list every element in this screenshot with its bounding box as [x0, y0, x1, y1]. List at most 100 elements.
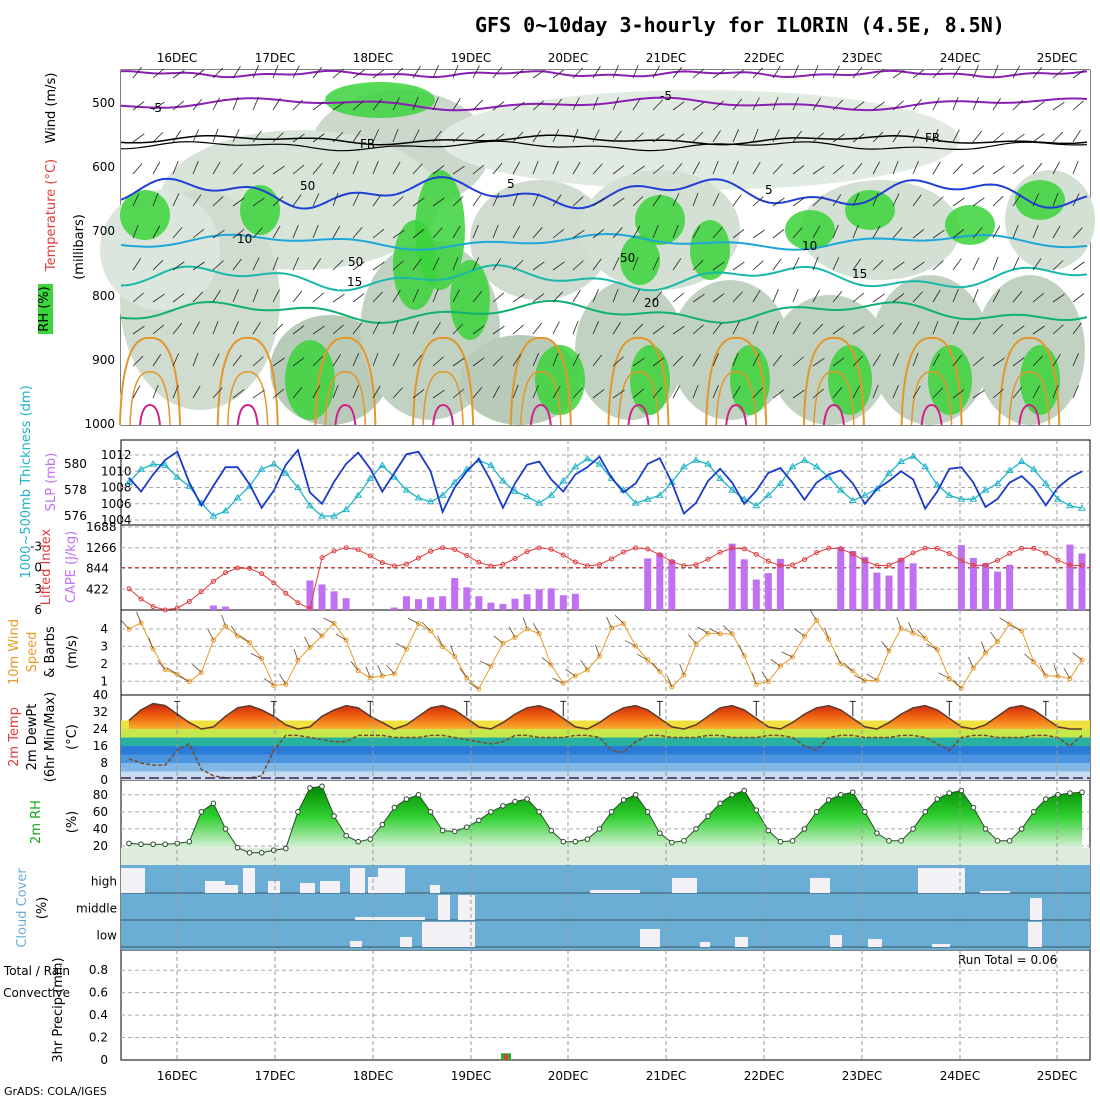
cape-bar: [487, 602, 495, 610]
thickness-point: [342, 505, 351, 513]
wind-barb: [292, 387, 303, 399]
thickness-point: [233, 493, 242, 501]
wind-barb: [372, 129, 380, 143]
day-label-top: 17DEC: [255, 51, 295, 65]
wind-barb: [612, 356, 624, 367]
wind-barb: [712, 100, 724, 111]
wind-barb: [732, 228, 745, 239]
wind-barb: [712, 160, 719, 175]
wind-barb: [692, 225, 701, 239]
wind-barb: [352, 130, 362, 143]
wind-barb-10m: [896, 617, 902, 629]
wind-barb: [892, 227, 903, 239]
precip-panel: 0.8 0.6 0.4 0.2 0: [89, 963, 1090, 1067]
lifted-index-point: [223, 570, 229, 576]
wind-speed-point: [235, 633, 241, 639]
cloud-middle-bar: [1030, 898, 1042, 920]
wind-barb: [492, 66, 503, 79]
temp-band: [121, 737, 1090, 746]
thickness-point: [487, 461, 495, 468]
lifted-index-point: [946, 551, 952, 557]
lifted-index-point: [235, 565, 241, 571]
temp-band: [121, 754, 1090, 763]
cape-bar: [728, 543, 736, 610]
temp-contour-35: [529, 403, 552, 426]
wind-barb: [672, 193, 680, 207]
wind-barb: [1012, 65, 1021, 79]
wind-barb: [912, 385, 921, 399]
thickness-point: [438, 491, 447, 498]
wind-barb: [132, 193, 140, 207]
lifted-index-point: [838, 546, 844, 552]
wind-barb: [572, 97, 580, 111]
temp-contour-30: [910, 371, 953, 426]
wind-barb-10m: [853, 674, 866, 681]
wind-barb: [832, 386, 843, 399]
wind-barb: [672, 163, 683, 175]
wind-barb: [872, 161, 881, 175]
wind-barb: [652, 99, 664, 111]
rh-point: [849, 789, 856, 796]
wind-barb: [372, 291, 383, 303]
cape-bar: [415, 599, 423, 610]
pressure-tick: 700: [92, 224, 115, 238]
cape-bar: [342, 598, 350, 610]
wind-barb: [1012, 291, 1023, 303]
rh-point: [355, 838, 362, 845]
rh-point: [970, 804, 977, 811]
wind-barb-10m: [809, 610, 817, 621]
wind-barb: [1072, 100, 1084, 111]
slp-tick: 1008: [101, 481, 132, 495]
wind-barb-10m: [926, 643, 938, 650]
wind-speed-point: [572, 673, 578, 679]
wind-barb: [512, 68, 524, 79]
wind-speed-point: [247, 640, 253, 646]
wind-barb: [432, 227, 443, 239]
rh-point: [126, 840, 132, 847]
wind-barb: [872, 384, 879, 399]
lifted-index-point: [391, 563, 397, 569]
wind-barb-10m: [395, 642, 407, 650]
wind-barb: [172, 384, 179, 399]
wind-barb: [272, 256, 279, 271]
wind-barb: [432, 197, 445, 207]
wind-barb: [752, 289, 761, 303]
wind-speed-point: [958, 685, 964, 691]
cloud-low-bar: [400, 937, 412, 947]
rh2m-panel: 80 60 40 20: [93, 783, 1090, 865]
temp-contour-30: [422, 371, 464, 426]
wind-barb: [332, 354, 342, 367]
thickness-point: [933, 480, 942, 488]
wind-barb: [912, 352, 919, 367]
wind-barb: [692, 192, 699, 207]
wind-tick: 4: [100, 622, 108, 636]
temp-contour-25: [705, 336, 768, 426]
rh-shade: [800, 180, 960, 280]
temp-band: [121, 771, 1090, 780]
wind-barb: [432, 288, 439, 303]
wind-barb: [1032, 385, 1040, 399]
cape-bar: [402, 596, 410, 610]
temp-legend-label: Temperature (°C): [44, 159, 59, 272]
wind-barb: [552, 228, 565, 239]
thickness-point: [221, 506, 230, 514]
temp2m-label-1: 2m Temp: [7, 707, 22, 767]
rh-point: [741, 787, 748, 794]
temp-band: [121, 763, 1090, 772]
rh-point: [693, 826, 699, 832]
wind-barb: [172, 193, 180, 207]
wind-barb: [712, 69, 725, 79]
rh-point: [162, 841, 168, 848]
wind-barb: [292, 164, 305, 175]
rh-high: [120, 190, 170, 240]
lifted-index-point: [802, 557, 808, 563]
wind-speed-point: [838, 661, 844, 667]
wind-barb: [652, 386, 663, 399]
rh-point: [451, 828, 458, 835]
wind-barb: [212, 387, 223, 399]
temp-contour-25: [412, 336, 475, 426]
wind-barb: [792, 288, 799, 303]
cape-bar: [849, 550, 857, 610]
cloud-low-bar: [1028, 922, 1042, 947]
